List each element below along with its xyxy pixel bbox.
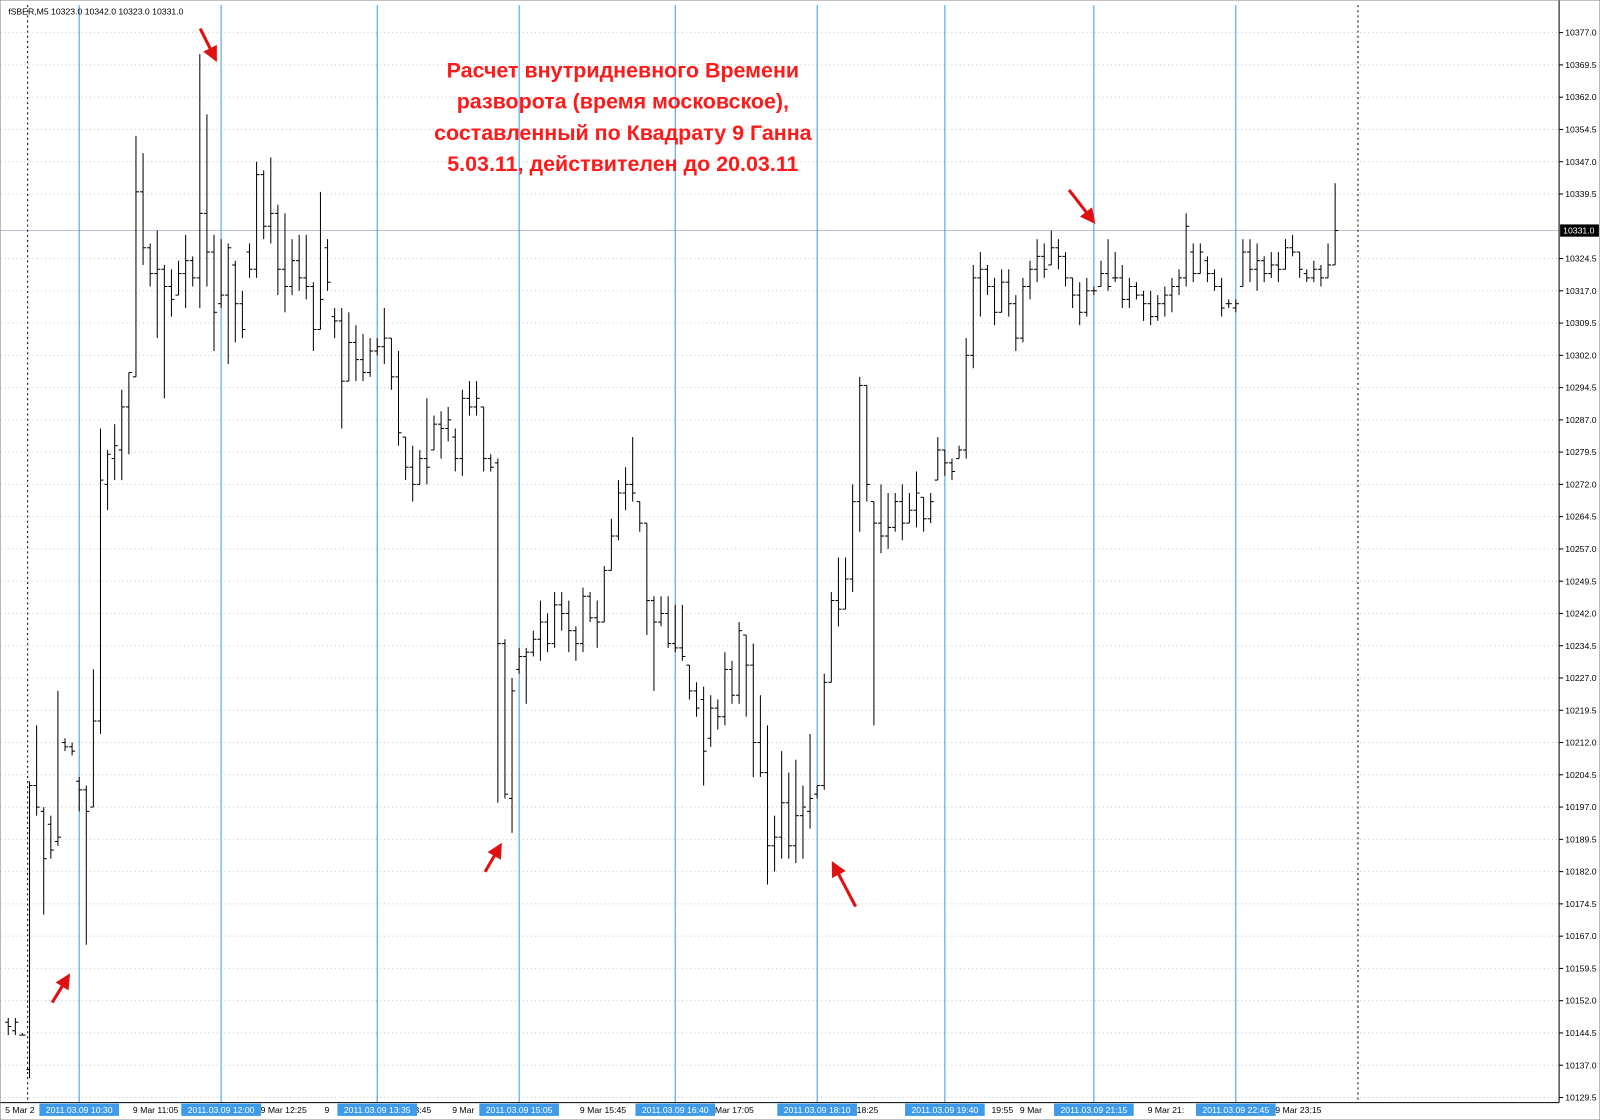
marker-label-box [479,1103,559,1116]
x-tick-label: 9 Mar 17:05 [708,1105,754,1115]
marker-label: 2011.03.09 13:35 [344,1105,411,1115]
y-tick-label: 10257.0 [1565,544,1596,554]
y-tick-label: 10362.0 [1565,92,1596,102]
y-tick-label: 10167.0 [1565,931,1596,941]
x-tick-label: 9 Mar [1020,1105,1042,1115]
x-tick-label: 9 Mar 23:15 [1275,1105,1321,1115]
marker-label-box [337,1103,418,1116]
x-tick-label: 13:45 [410,1105,432,1115]
marker-label: 2011.03.09 12:00 [188,1105,255,1115]
annotation-line: Расчет внутридневного Времени [447,59,799,83]
y-tick-label: 10302.0 [1565,350,1596,360]
marker-label-box [777,1103,857,1116]
time-markers [78,5,1237,1103]
x-tick-label: 5 Mar 2 [5,1105,35,1115]
y-tick-label: 10227.0 [1565,673,1596,683]
y-tick-label: 10354.5 [1565,125,1596,135]
marker-label: 2011.03.09 19:40 [912,1105,979,1115]
y-tick-label: 10212.0 [1565,738,1596,748]
y-tick-label: 10159.5 [1565,963,1596,973]
y-tick-label: 10279.5 [1565,447,1596,457]
y-tick-label: 10204.5 [1565,770,1596,780]
marker-label-box [1054,1103,1134,1116]
x-tick-label: 9 Mar 12:25 [261,1105,307,1115]
x-tick-label: 18:25 [857,1105,879,1115]
y-tick-label: 10189.5 [1565,834,1596,844]
marker-label-box [181,1103,261,1116]
y-tick-label: 10197.0 [1565,802,1596,812]
arrows [50,27,1096,1004]
y-tick-label: 10174.5 [1565,899,1596,909]
y-tick-label: 10182.0 [1565,867,1596,877]
bars [5,54,1339,1079]
annotation-line: разворота (время московское), [457,90,789,114]
y-tick-label: 10144.5 [1565,1028,1596,1038]
annotation: Расчет внутридневного Времени разворота (… [434,59,813,176]
marker-label: 2011.03.09 22:45 [1202,1105,1269,1115]
marker-label: 2011.03.09 18:10 [784,1105,851,1115]
x-tick-label: 9 Mar 21: [1148,1105,1185,1115]
y-tick-label: 10339.5 [1565,189,1596,199]
arrow [50,973,71,1004]
y-tick-label: 10264.5 [1565,512,1596,522]
y-tick-label: 10242.0 [1565,609,1596,619]
annotation-line: 5.03.11, действителен до 20.03.11 [447,152,798,176]
y-tick-label: 10272.0 [1565,479,1596,489]
y-tick-label: 10249.5 [1565,576,1596,586]
arrow [483,842,502,873]
x-tick-label: 9 Mar [452,1105,474,1115]
y-tick-label: 10317.0 [1565,286,1596,296]
marker-label: 2011.03.09 10:30 [46,1105,113,1115]
annotation-line: составленный по Квадрату 9 Ганна [434,121,813,145]
last-price-box [1560,224,1599,237]
y-tick-label: 10309.5 [1565,318,1596,328]
arrow [831,861,857,908]
last-price-label: 10331.0 [1563,226,1594,236]
x-tick-label: 9 Mar 15:45 [580,1105,626,1115]
y-tick-label: 10234.5 [1565,641,1596,651]
arrow [198,27,217,62]
x-tick-label: 9 [324,1105,329,1115]
y-tick-label: 10324.5 [1565,254,1596,264]
y-tick-label: 10369.5 [1565,60,1596,70]
y-tick-label: 10294.5 [1565,383,1596,393]
marker-label-box [39,1103,120,1116]
x-tick-label: 19:55 [991,1105,1013,1115]
y-tick-label: 10219.5 [1565,705,1596,715]
y-tick-label: 10152.0 [1565,996,1596,1006]
x-tick-label: 9 Mar 11:05 [133,1105,179,1115]
marker-label: 2011.03.09 15:05 [486,1105,553,1115]
marker-label-box [635,1103,716,1116]
arrow [1067,188,1096,224]
header: fSBER,M5 10323.0 10342.0 10323.0 10331.0 [8,6,183,16]
marker-label: 2011.03.09 21:15 [1061,1105,1128,1115]
marker-label: 2011.03.09 16:40 [642,1105,709,1115]
y-tick-label: 10347.0 [1565,157,1596,167]
y-tick-label: 10377.0 [1565,28,1596,38]
marker-label-box [905,1103,985,1116]
y-tick-label: 10287.0 [1565,415,1596,425]
marker-label-box [1195,1103,1276,1116]
y-tick-label: 10129.5 [1565,1093,1596,1103]
y-tick-label: 10137.0 [1565,1060,1596,1070]
